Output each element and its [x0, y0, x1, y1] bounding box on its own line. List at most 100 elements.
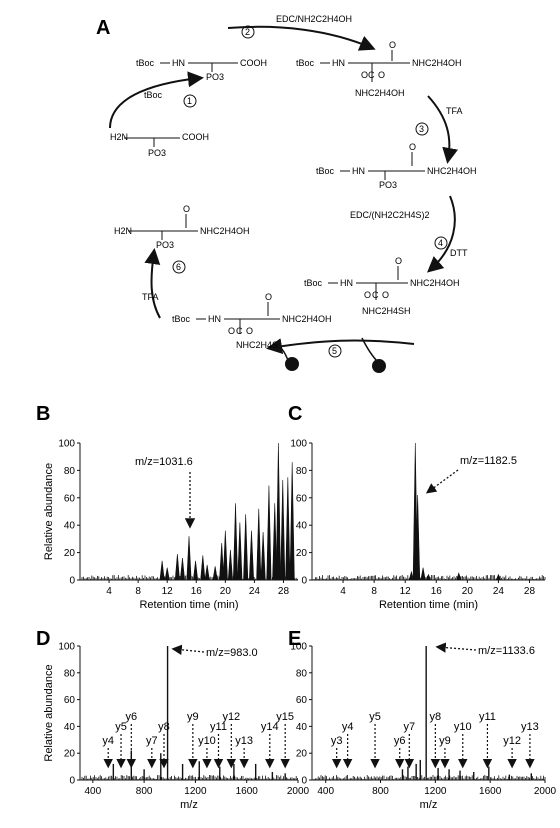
chromatogram-peak: [408, 570, 415, 581]
mol0-cooh: COOH: [182, 132, 209, 142]
x-tick-label: 8: [371, 586, 377, 597]
y-tick-label: 80: [64, 466, 76, 477]
y-tick-label: 80: [296, 466, 308, 477]
x-tick-label: 1600: [479, 786, 502, 797]
chromatogram-peak: [280, 479, 286, 581]
step2-arrow: [227, 25, 376, 51]
chromatogram-peak: [425, 573, 432, 581]
mol2-nhc2h4oh-sub: NHC2H4OH: [355, 88, 405, 98]
x-tick-label: 1200: [184, 786, 207, 797]
chromatogram-peak: [179, 558, 185, 581]
x-tick-label: 400: [317, 786, 334, 797]
mol2-c: C: [368, 70, 375, 80]
step4-circle: [434, 236, 448, 250]
mol5-hn: HN: [208, 314, 221, 324]
bead-left: [285, 357, 299, 371]
mol5-nhc2h4s: NHC2H4S: [236, 340, 278, 350]
precursor-annotation: m/z=1182.5: [460, 455, 517, 467]
ion-label: y11: [479, 711, 496, 723]
chromatogram-peak: [248, 530, 255, 581]
mol5-o: O: [265, 292, 272, 302]
x-tick-label: 800: [136, 786, 153, 797]
precursor-arrow: [435, 642, 477, 653]
ion-label: y9: [187, 711, 199, 723]
x-axis-title: Retention time (min): [139, 599, 238, 611]
chromatogram-peak: [174, 553, 180, 581]
step5-arrow: [266, 338, 415, 355]
step2-circle: [241, 25, 255, 39]
step2-number: 2: [245, 27, 250, 37]
y-tick-label: 40: [64, 521, 76, 532]
molecule-bead-bound: tBoc HN O NHC2H4OH O C O NHC2H4S: [172, 292, 332, 371]
ion-label: y7: [403, 721, 415, 733]
x-tick-label: 800: [372, 786, 389, 797]
x-tick-label: 8: [135, 586, 141, 597]
chromatogram-peak: [275, 442, 281, 581]
y-tick-label: 60: [296, 493, 308, 504]
molecule-deprotected-amide: tBoc HN PO3 O NHC2H4OH: [316, 142, 477, 190]
mol4-hn: HN: [340, 278, 353, 288]
precursor-arrow: [425, 469, 459, 494]
y-tick-label: 60: [64, 695, 76, 706]
mol5-tboc: tBoc: [172, 314, 191, 324]
ion-label: y8: [430, 711, 442, 723]
panel-letter-e: E: [288, 628, 301, 650]
chromatogram-peak: [456, 572, 462, 581]
step4-arrow: [426, 195, 456, 273]
molecule-tboc-phosphonate: tBoc HN PO3 COOH: [136, 58, 267, 82]
mol5-o-right: O: [246, 326, 253, 336]
mol4-o-right: O: [382, 290, 389, 300]
panel-c: C 0 20 40 60 80 100 4 8 12 16 20 24 28 Retention time…: [288, 403, 546, 611]
x-tick-label: 2000: [534, 786, 557, 797]
mol4-tboc: tBoc: [304, 278, 323, 288]
step3-number: 3: [419, 124, 424, 134]
step6-circle: [172, 260, 186, 274]
mol2-o: O: [389, 40, 396, 50]
mol4-o: O: [395, 256, 402, 266]
molecule-thiol: tBoc HN O NHC2H4OH O C O NHC2H4SH: [304, 256, 460, 316]
panel-e: E 0 20 40 60 80 100 400 800 1200 1600 2000 m/z y3 y4 y…: [288, 628, 557, 811]
ion-label: y14: [261, 721, 279, 733]
ion-label: y7: [146, 735, 158, 747]
ion-label: y6: [125, 711, 137, 723]
molecule-amide-ester: tBoc HN O NHC2H4OH O C O NHC2H4OH: [296, 40, 462, 98]
y-tick-label: 20: [64, 749, 76, 760]
y-tick-label: 60: [296, 695, 308, 706]
x-tick-label: 2000: [287, 786, 310, 797]
mol6-nhc2h4oh: NHC2H4OH: [200, 226, 250, 236]
chromatogram-peak: [227, 549, 233, 581]
mol3-o: O: [409, 142, 416, 152]
mol0-h2n: H2N: [110, 132, 128, 142]
y-tick-label: 60: [64, 493, 76, 504]
y-tick-label: 0: [69, 776, 75, 787]
y-tick-label: 20: [296, 749, 308, 760]
x-tick-label: 12: [400, 586, 412, 597]
mol6-h2n: H2N: [114, 226, 132, 236]
mol1-po3: PO3: [206, 72, 224, 82]
chromatogram-peak: [200, 555, 206, 581]
x-axis-title: Retention time (min): [379, 599, 478, 611]
precursor-annotation: m/z=983.0: [206, 647, 258, 659]
chromatogram-peak: [289, 462, 295, 581]
chromatogram-peak: [266, 485, 272, 581]
mol2-o-right: O: [378, 70, 385, 80]
x-tick-label: 28: [524, 586, 536, 597]
step1-reagent: tBoc: [144, 90, 163, 100]
mol3-tboc: tBoc: [316, 166, 335, 176]
ion-label: y8: [158, 721, 170, 733]
y-tick-label: 20: [296, 548, 308, 559]
x-axis-title: m/z: [420, 799, 438, 811]
ion-label: y12: [222, 711, 240, 723]
y-tick-label: 100: [290, 642, 307, 653]
step4-reagent: EDC/(NH2C2H4S)2: [350, 210, 430, 220]
x-tick-label: 12: [162, 586, 174, 597]
step6-reagent: TFA: [142, 292, 159, 302]
chromatogram-peak: [256, 508, 262, 581]
panel-letter-a: A: [96, 17, 110, 39]
y-axis-title: Relative abundance: [43, 664, 55, 761]
mol5-nhc2h4oh: NHC2H4OH: [282, 314, 332, 324]
x-tick-label: 1200: [424, 786, 447, 797]
y-tick-label: 0: [69, 576, 75, 587]
x-tick-label: 400: [84, 786, 101, 797]
ion-label: y9: [439, 735, 451, 747]
